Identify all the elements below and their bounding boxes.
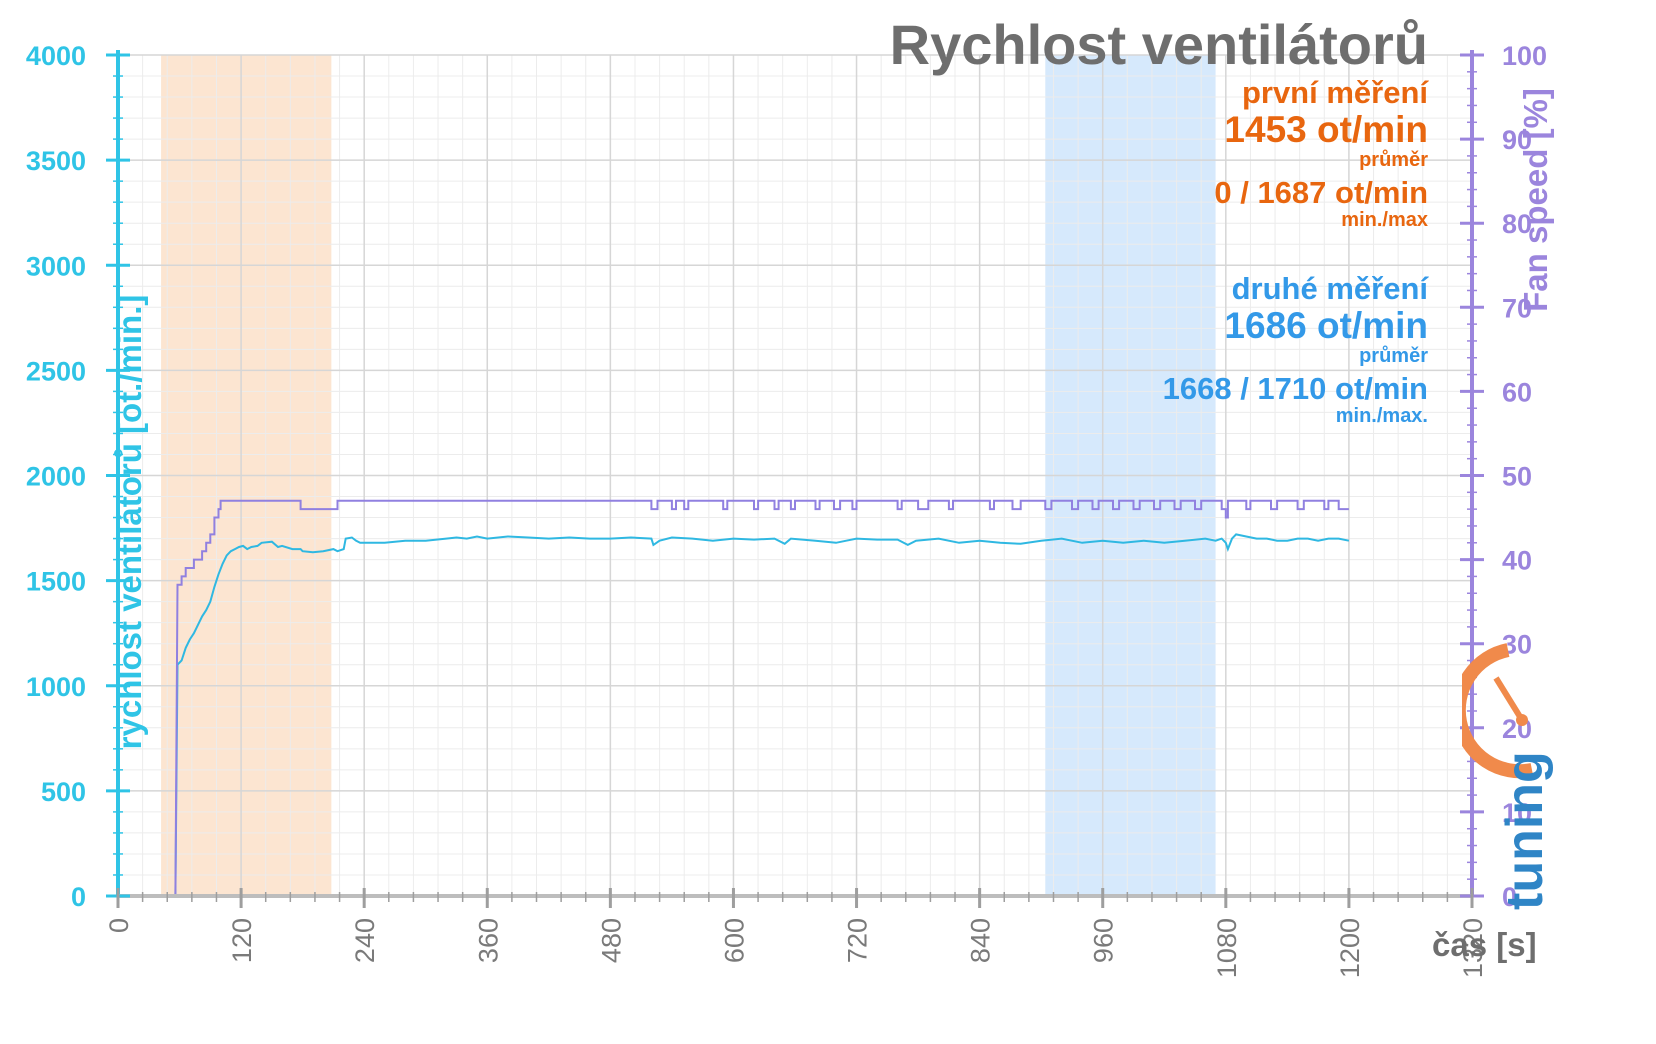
- x-tick-label: 1080: [1212, 918, 1242, 978]
- first-avg-caption: průměr: [1359, 149, 1428, 171]
- x-tick-label: 720: [843, 918, 873, 963]
- second-avg: 1686 ot/min: [1224, 305, 1428, 346]
- second-label: druhé měření: [1231, 271, 1428, 306]
- second-avg-caption: průměr: [1359, 345, 1428, 367]
- axes: [106, 50, 1484, 908]
- x-tick-label: 600: [719, 918, 749, 963]
- logo-gauge-arc: [1462, 643, 1534, 779]
- x-tick-label: 240: [350, 918, 380, 963]
- y-left-tick-label: 0: [71, 882, 86, 912]
- y-left-tick-label: 1000: [26, 672, 86, 702]
- pctuning-logo: tuning pc: [1462, 643, 1554, 910]
- y-right-tick-label: 50: [1502, 462, 1532, 492]
- x-axis-label: čas [s]: [1432, 926, 1537, 963]
- y-right-tick-label: 40: [1502, 546, 1532, 576]
- logo-gauge-needle: [1493, 676, 1525, 722]
- series-line-2: [118, 499, 1349, 897]
- second-minmax-caption: min./max.: [1335, 405, 1428, 427]
- y-right-tick-label: 10: [1502, 798, 1532, 828]
- y-left-tick-label: 2000: [26, 462, 86, 492]
- first-avg: 1453 ot/min: [1224, 109, 1428, 150]
- y-axis-left-label: rychlost ventilátorů [ot./min.]: [111, 294, 148, 750]
- first-minmax: 0 / 1687 ot/min: [1214, 175, 1428, 210]
- tick-labels: 0500100015002000250030003500400001020304…: [26, 41, 1547, 978]
- y-left-tick-label: 2500: [26, 356, 86, 386]
- first-measurement-box: první měření 1453 ot/min průměr 0 / 1687…: [1214, 75, 1428, 231]
- y-left-tick-label: 1500: [26, 567, 86, 597]
- chart-title: Rychlost ventilátorů: [889, 13, 1428, 76]
- y-right-tick-label: 80: [1502, 209, 1532, 239]
- y-left-tick-label: 500: [41, 777, 86, 807]
- y-left-tick-label: 3000: [26, 251, 86, 281]
- series-line-1: [118, 533, 1350, 897]
- second-measurement-box: druhé měření 1686 ot/min průměr 1668 / 1…: [1162, 271, 1428, 427]
- series-lines: [118, 499, 1350, 897]
- x-tick-label: 1320: [1458, 918, 1488, 978]
- y-right-tick-label: 60: [1502, 377, 1532, 407]
- y-left-tick-label: 4000: [26, 41, 86, 71]
- x-tick-label: 0: [104, 918, 134, 933]
- y-right-tick-label: 100: [1502, 41, 1547, 71]
- first-minmax-caption: min./max: [1341, 209, 1428, 231]
- first-label: první měření: [1241, 75, 1428, 110]
- y-right-tick-label: 90: [1502, 125, 1532, 155]
- y-right-tick-label: 0: [1502, 882, 1517, 912]
- x-tick-label: 840: [966, 918, 996, 963]
- x-tick-label: 360: [473, 918, 503, 963]
- logo-gauge-hub: [1516, 714, 1528, 726]
- x-tick-label: 960: [1089, 918, 1119, 963]
- x-tick-label: 1200: [1335, 918, 1365, 978]
- second-minmax: 1668 / 1710 ot/min: [1162, 371, 1428, 406]
- y-axis-right-label: Fan speed [%]: [1517, 88, 1554, 312]
- x-tick-label: 480: [596, 918, 626, 963]
- x-tick-label: 120: [227, 918, 257, 963]
- logo-text: tuning: [1496, 751, 1554, 910]
- y-left-tick-label: 3500: [26, 146, 86, 176]
- y-right-tick-label: 70: [1502, 293, 1532, 323]
